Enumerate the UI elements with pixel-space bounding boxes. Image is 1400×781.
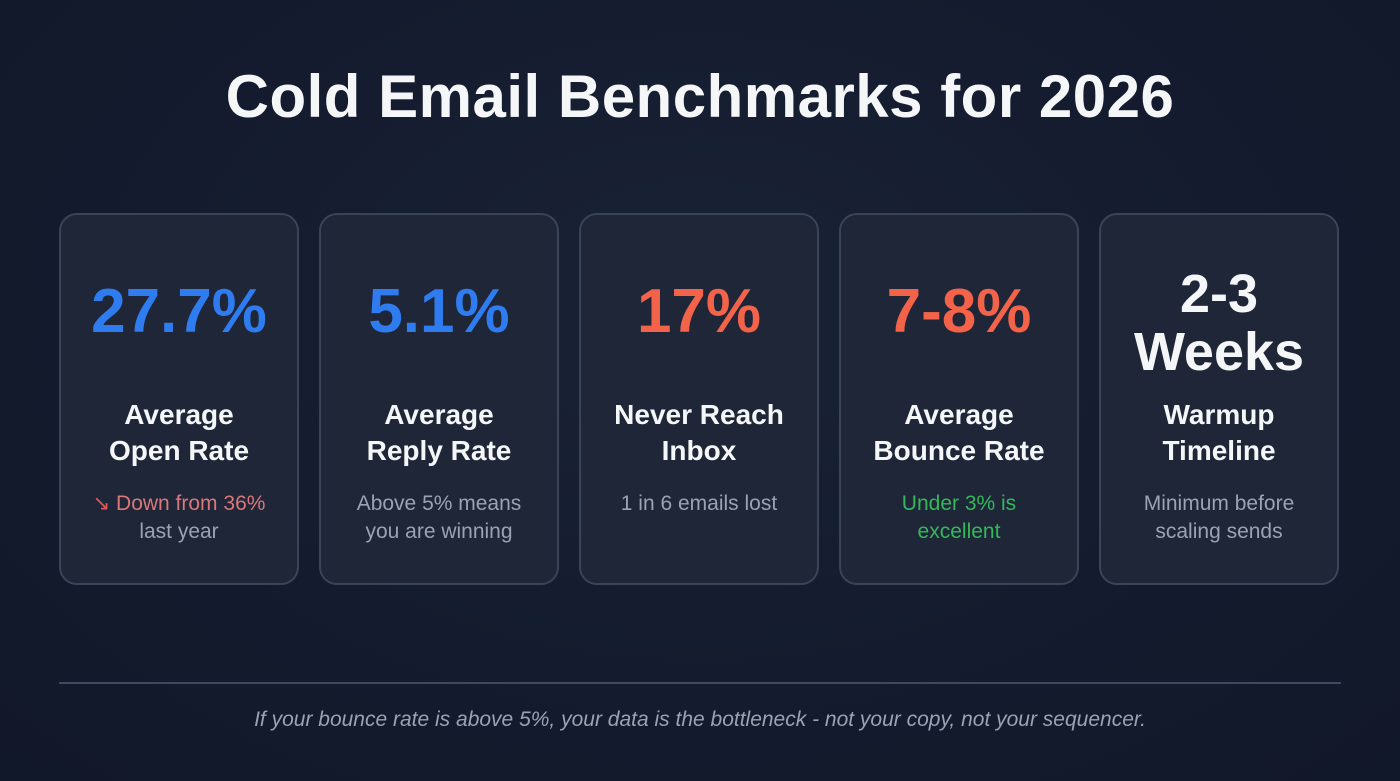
stat-value: 7-8% (886, 277, 1032, 346)
stat-value: 17% (636, 277, 762, 346)
card-warmup-timeline: 2-3 Weeks Warmup Timeline Minimum before sc… (1099, 213, 1339, 585)
stat-note: Under 3% is excellent (901, 492, 1017, 543)
stat-note: 1 in 6 emails lost (620, 492, 778, 515)
stat-label: Average Open Rate (108, 399, 250, 466)
trend-text: Down from 36% (116, 492, 266, 515)
trend-suffix: last year (139, 520, 219, 543)
card-never-reach-inbox: 17% Never Reach Inbox 1 in 6 emails lost (579, 213, 819, 585)
stat-label: Warmup Timeline (1162, 399, 1276, 466)
divider (59, 682, 1341, 684)
benchmark-cards: 27.7% Average Open Rate ↘ Down from 36% l… (59, 213, 1339, 585)
stat-note: ↘ Down from 36% last year (61, 490, 297, 546)
stat-label: Average Bounce Rate (873, 399, 1045, 466)
stat-note: Above 5% means you are winning (356, 492, 522, 543)
stat-value: 2-3 Weeks (1133, 264, 1305, 382)
stat-value: 27.7% (91, 277, 267, 346)
stat-note: Minimum before scaling sends (1143, 492, 1295, 543)
stat-value: 5.1% (368, 277, 510, 346)
card-reply-rate: 5.1% Average Reply Rate Above 5% means you… (319, 213, 559, 585)
card-bounce-rate: 7-8% Average Bounce Rate Under 3% is excel… (839, 213, 1079, 585)
stat-label: Never Reach Inbox (614, 399, 784, 466)
footer-note: If your bounce rate is above 5%, your da… (254, 708, 1146, 731)
trend-down-icon: ↘ (92, 492, 111, 515)
card-open-rate: 27.7% Average Open Rate ↘ Down from 36% l… (59, 213, 299, 585)
stat-label: Average Reply Rate (366, 399, 512, 466)
page-title: Cold Email Benchmarks for 2026 (225, 63, 1175, 130)
